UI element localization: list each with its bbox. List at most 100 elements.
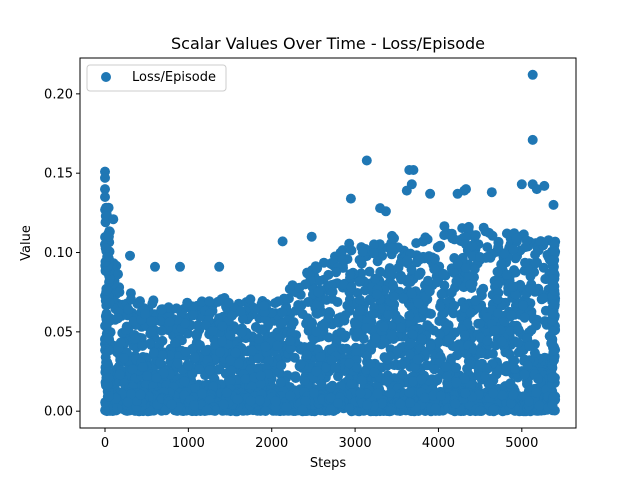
data-point bbox=[365, 359, 376, 369]
data-point bbox=[345, 193, 356, 204]
data-point bbox=[201, 405, 212, 416]
data-point bbox=[513, 324, 524, 335]
data-point bbox=[179, 318, 190, 329]
data-point bbox=[404, 387, 415, 398]
data-point bbox=[529, 347, 540, 358]
y-axis-label: Value bbox=[19, 225, 34, 261]
data-point bbox=[308, 387, 319, 398]
data-point bbox=[330, 362, 341, 373]
data-point bbox=[346, 378, 357, 389]
data-point bbox=[172, 358, 183, 369]
data-point bbox=[253, 353, 264, 364]
data-point bbox=[339, 315, 350, 326]
data-point bbox=[325, 404, 336, 415]
data-point bbox=[189, 400, 199, 411]
data-point bbox=[127, 364, 138, 375]
data-point bbox=[100, 243, 111, 254]
data-point bbox=[104, 297, 115, 308]
data-point bbox=[386, 330, 397, 341]
data-point bbox=[520, 257, 530, 268]
data-point bbox=[307, 318, 318, 329]
data-point bbox=[547, 308, 558, 319]
data-point bbox=[429, 253, 440, 264]
data-point bbox=[482, 242, 493, 253]
data-point bbox=[170, 337, 180, 348]
data-point bbox=[524, 396, 534, 407]
data-point bbox=[421, 360, 432, 371]
data-point bbox=[126, 389, 136, 400]
data-point bbox=[214, 261, 225, 272]
data-point bbox=[355, 294, 366, 305]
data-point bbox=[148, 295, 159, 306]
data-point bbox=[272, 340, 283, 351]
data-point bbox=[507, 281, 518, 292]
data-point bbox=[533, 373, 543, 384]
data-point bbox=[522, 360, 533, 371]
data-point bbox=[100, 211, 111, 221]
x-axis: 0 1000 2000 3000 4000 5000 bbox=[101, 428, 538, 451]
data-point bbox=[200, 320, 211, 330]
data-point bbox=[487, 348, 498, 359]
data-point bbox=[123, 304, 134, 315]
data-point bbox=[270, 396, 281, 407]
data-point bbox=[459, 373, 470, 384]
data-point bbox=[487, 230, 498, 241]
data-point bbox=[548, 199, 559, 210]
data-point bbox=[486, 187, 497, 198]
data-point bbox=[273, 296, 284, 307]
data-point bbox=[392, 345, 403, 356]
data-point bbox=[451, 276, 462, 287]
data-point bbox=[509, 356, 520, 367]
data-point bbox=[397, 369, 408, 380]
data-point bbox=[467, 251, 478, 262]
data-point bbox=[215, 347, 226, 358]
data-point bbox=[114, 287, 125, 298]
data-point bbox=[393, 262, 404, 273]
data-point bbox=[216, 294, 227, 305]
data-point bbox=[386, 320, 397, 331]
data-point bbox=[351, 362, 362, 373]
data-point bbox=[422, 320, 433, 331]
data-point bbox=[522, 376, 533, 387]
data-point bbox=[204, 296, 215, 307]
data-point bbox=[237, 314, 248, 324]
data-point bbox=[492, 294, 503, 305]
data-point bbox=[463, 270, 474, 281]
data-point bbox=[316, 379, 327, 390]
data-point bbox=[407, 329, 418, 340]
data-point bbox=[464, 359, 475, 370]
data-point bbox=[548, 347, 559, 358]
data-point bbox=[530, 249, 541, 260]
data-point bbox=[489, 325, 500, 336]
data-point bbox=[389, 233, 399, 244]
data-point bbox=[345, 269, 356, 280]
data-point bbox=[196, 296, 207, 307]
data-point bbox=[521, 235, 532, 246]
data-point bbox=[276, 318, 287, 329]
data-point bbox=[295, 359, 306, 370]
data-point bbox=[114, 369, 125, 380]
data-point bbox=[164, 350, 175, 361]
data-point bbox=[549, 355, 559, 366]
plot-area-frame bbox=[79, 57, 577, 429]
data-point bbox=[516, 179, 527, 190]
data-point bbox=[327, 286, 338, 297]
data-point bbox=[255, 378, 266, 389]
data-point bbox=[524, 341, 535, 352]
chart-title: Scalar Values Over Time - Loss/Episode bbox=[171, 34, 485, 53]
data-point bbox=[256, 324, 267, 335]
data-point bbox=[433, 337, 444, 348]
y-tick-label: 0.00 bbox=[44, 405, 73, 420]
data-point bbox=[361, 322, 372, 333]
x-tick-label: 5000 bbox=[505, 436, 538, 451]
data-point bbox=[290, 373, 301, 383]
x-tick-label: 4000 bbox=[422, 436, 455, 451]
data-point bbox=[126, 294, 136, 305]
data-point bbox=[425, 340, 436, 351]
legend: Loss/Episode bbox=[86, 64, 227, 92]
data-point bbox=[260, 406, 271, 416]
data-point bbox=[312, 263, 323, 274]
data-point bbox=[432, 242, 443, 253]
data-point bbox=[501, 269, 512, 280]
data-point bbox=[285, 343, 296, 354]
